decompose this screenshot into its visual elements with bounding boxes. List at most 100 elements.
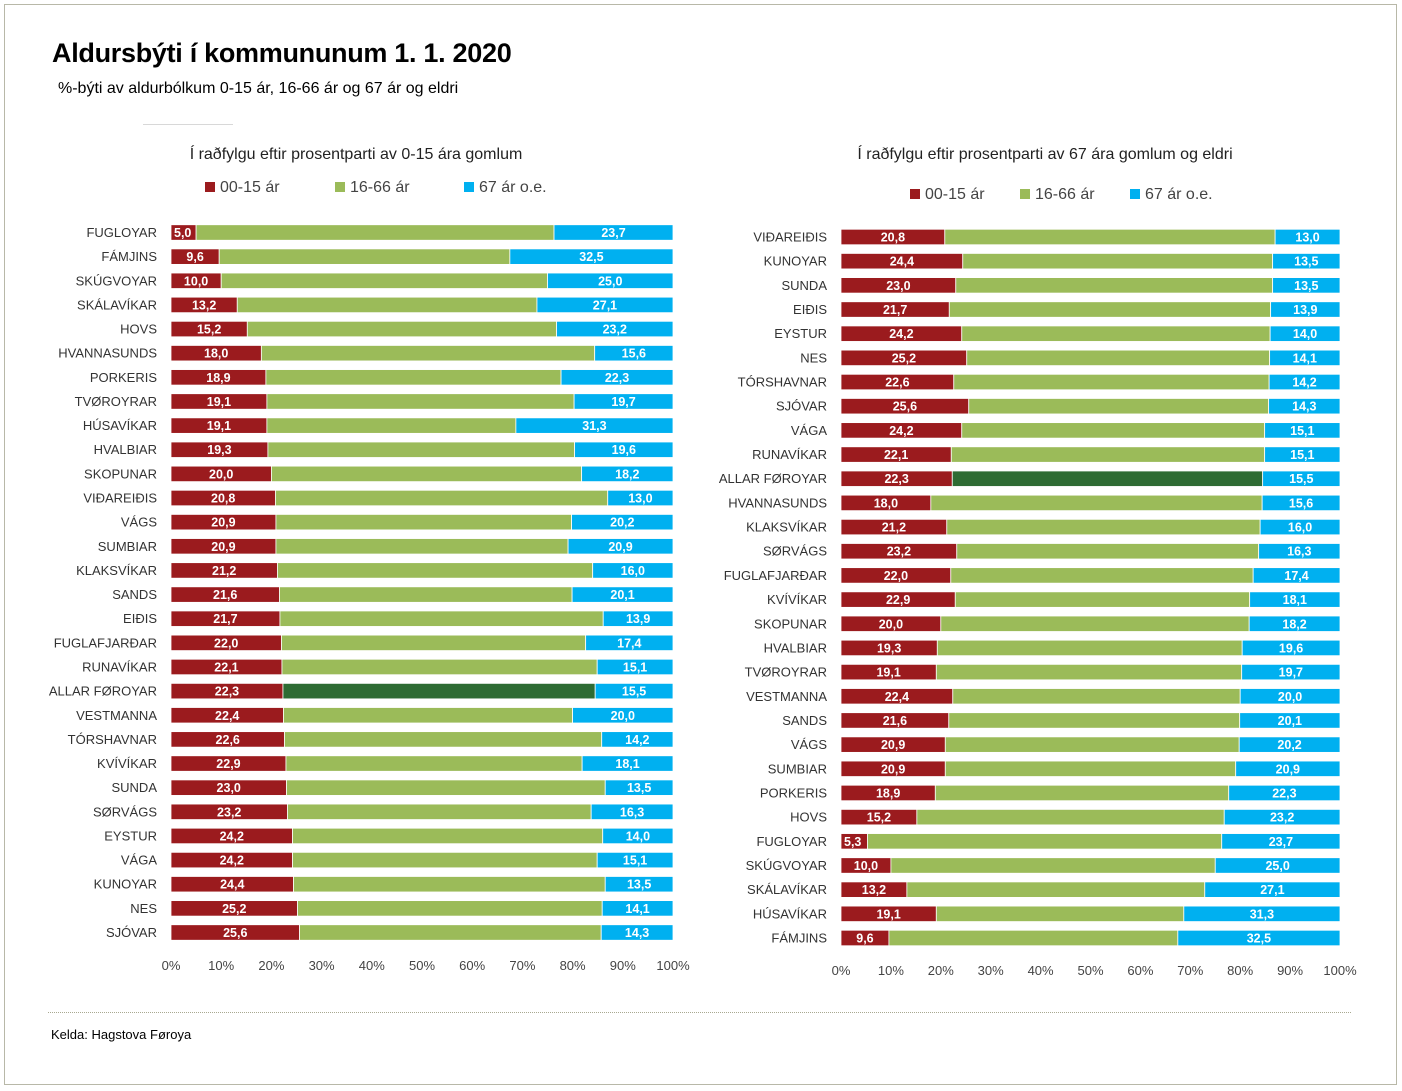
c2-legend-label-2: 67 ár o.e. <box>1145 186 1213 203</box>
c2-value-label-age-0-15: 22,1 <box>884 448 908 462</box>
c1-value-label-age-67: 15,1 <box>623 854 647 868</box>
c1-value-label-age-67: 15,5 <box>622 685 646 699</box>
c1-category-label: KVÍVÍKAR <box>97 756 157 771</box>
c2-value-label-age-67: 14,3 <box>1292 400 1316 414</box>
c2-category-label: EIÐIS <box>793 302 827 317</box>
c2-value-label-age-67: 14,0 <box>1293 327 1317 341</box>
c1-category-label: PORKERIS <box>90 370 158 385</box>
c1-value-label-age-0-15: 13,2 <box>192 298 216 312</box>
c2-bar-segment-age-67 <box>1262 470 1341 487</box>
c2-value-label-age-67: 18,2 <box>1282 617 1306 631</box>
c1-bar-segment-age-67 <box>553 224 674 241</box>
c2-value-label-age-0-15: 25,6 <box>893 400 917 414</box>
c1-value-label-age-0-15: 22,4 <box>215 709 239 723</box>
c1-value-label-age-67: 14,1 <box>625 902 649 916</box>
c2-x-tick-1: 10% <box>878 963 904 978</box>
c1-value-label-age-67: 15,1 <box>623 660 647 674</box>
c2-value-label-age-67: 13,0 <box>1295 231 1319 245</box>
c2-value-label-age-67: 20,9 <box>1276 762 1300 776</box>
c2-bar-segment-age-16-66 <box>968 398 1270 415</box>
c1-value-label-age-67: 15,6 <box>622 347 646 361</box>
c1-value-label-age-0-15: 20,8 <box>211 492 235 506</box>
c1-value-label-age-67: 13,0 <box>628 492 652 506</box>
c1-value-label-age-0-15: 19,3 <box>207 443 231 457</box>
c1-chart-title: Í raðfylgu eftir prosentparti av 0-15 ár… <box>190 144 523 163</box>
c2-bar-segment-age-16-66 <box>944 760 1237 777</box>
c2-bar-segment-age-16-66 <box>906 881 1206 898</box>
c2-x-tick-9: 90% <box>1277 963 1303 978</box>
c2-bar-segment-age-16-66 <box>948 712 1241 729</box>
c1-bar-segment-age-67 <box>596 658 674 676</box>
c2-value-label-age-0-15: 24,4 <box>890 255 914 269</box>
c1-category-label: RUNAVÍKAR <box>82 659 157 674</box>
c2-bar-segment-age-16-66 <box>950 567 1254 584</box>
c2-category-label: FUGLOYAR <box>756 834 827 849</box>
c1-value-label-age-67: 14,2 <box>625 733 649 747</box>
c2-value-label-age-67: 15,1 <box>1290 448 1314 462</box>
c1-bar-segment-age-67 <box>594 345 674 362</box>
c2-bar-segment-age-67 <box>1241 639 1341 657</box>
c1-value-label-age-67: 18,2 <box>615 467 639 481</box>
c2-category-label: SUNDA <box>781 278 827 293</box>
c1-value-label-age-67: 23,7 <box>601 226 625 240</box>
c1-bar-segment-age-67 <box>596 851 674 869</box>
c2-value-label-age-0-15: 20,0 <box>879 617 903 631</box>
c1-value-label-age-67: 17,4 <box>617 636 641 650</box>
c1-value-label-age-67: 20,1 <box>610 588 634 602</box>
c1-x-tick-0: 0% <box>162 958 181 973</box>
c1-value-label-age-67: 22,3 <box>605 371 629 385</box>
c2-value-label-age-0-15: 25,2 <box>892 351 916 365</box>
c1-bar-segment-age-67 <box>567 538 674 555</box>
c1-bar-segment-age-67 <box>592 562 674 579</box>
c2-bar-segment-age-67 <box>1177 929 1341 947</box>
c1-x-tick-1: 10% <box>208 958 234 973</box>
c2-value-label-age-0-15: 22,4 <box>885 690 909 704</box>
c2-bar-segment-age-16-66 <box>966 349 1271 367</box>
c2-bar-segment-age-16-66 <box>936 639 1243 657</box>
c1-value-label-age-0-15: 20,9 <box>211 540 235 554</box>
c1-legend-label-1: 16-66 ár <box>350 179 410 196</box>
c1-bar-segment-age-67 <box>573 393 674 410</box>
c1-category-label: KUNOYAR <box>94 877 157 892</box>
c2-bar-segment-age-67 <box>1272 253 1341 270</box>
c1-value-label-age-67: 14,3 <box>625 926 649 940</box>
c1-legend-swatch-2 <box>464 182 474 192</box>
c1-bar-segment-age-67 <box>509 248 674 265</box>
c2-legend-swatch-0 <box>910 189 920 199</box>
c1-bar-segment-age-67 <box>594 682 674 700</box>
c1-value-label-age-0-15: 25,2 <box>222 902 246 916</box>
c1-x-tick-6: 60% <box>459 958 485 973</box>
c1-value-label-age-67: 32,5 <box>579 250 603 264</box>
c1-x-tick-9: 90% <box>610 958 636 973</box>
c2-category-label: VÁGA <box>791 423 827 438</box>
c2-legend-label-0: 00-15 ár <box>925 186 985 203</box>
c2-value-label-age-0-15: 20,8 <box>881 231 905 245</box>
c2-bar-segment-age-67 <box>1268 373 1341 391</box>
c2-value-label-age-67: 15,1 <box>1290 424 1314 438</box>
c1-legend-label-0: 00-15 ár <box>220 179 280 196</box>
c2-value-label-age-0-15: 10,0 <box>854 859 878 873</box>
c2-bar-segment-age-16-66 <box>890 857 1216 874</box>
c1-value-label-age-67: 16,3 <box>620 805 644 819</box>
c2-bar-segment-age-67 <box>1258 543 1341 560</box>
c2-value-label-age-0-15: 19,1 <box>876 907 900 921</box>
c2-bar-segment-age-67 <box>1252 567 1341 584</box>
c2-value-label-age-0-15: 19,1 <box>876 666 900 680</box>
c1-bar-segment-age-67 <box>600 924 674 941</box>
c1-category-label: FÁMJINS <box>101 249 157 264</box>
c2-bar-segment-age-16-66 <box>940 615 1250 632</box>
c2-legend-swatch-2 <box>1130 189 1140 199</box>
c1-value-label-age-0-15: 22,0 <box>214 636 238 650</box>
c2-category-label: FUGLAFJARÐAR <box>724 568 827 583</box>
c1-category-label: VÁGA <box>121 853 157 868</box>
c2-value-label-age-67: 20,0 <box>1278 690 1302 704</box>
c1-value-label-age-0-15: 9,6 <box>186 250 203 264</box>
c1-bar-segment-age-67 <box>607 489 674 507</box>
c2-bar-segment-age-16-66 <box>951 470 1264 487</box>
c1-value-label-age-67: 16,0 <box>621 564 645 578</box>
c1-category-label: HVALBIAR <box>94 442 157 457</box>
c1-bar-segment-age-67 <box>556 320 674 338</box>
c2-value-label-age-67: 13,9 <box>1293 303 1317 317</box>
c2-bar-segment-age-67 <box>1269 349 1341 367</box>
c1-bar-segment-age-67 <box>604 779 674 796</box>
